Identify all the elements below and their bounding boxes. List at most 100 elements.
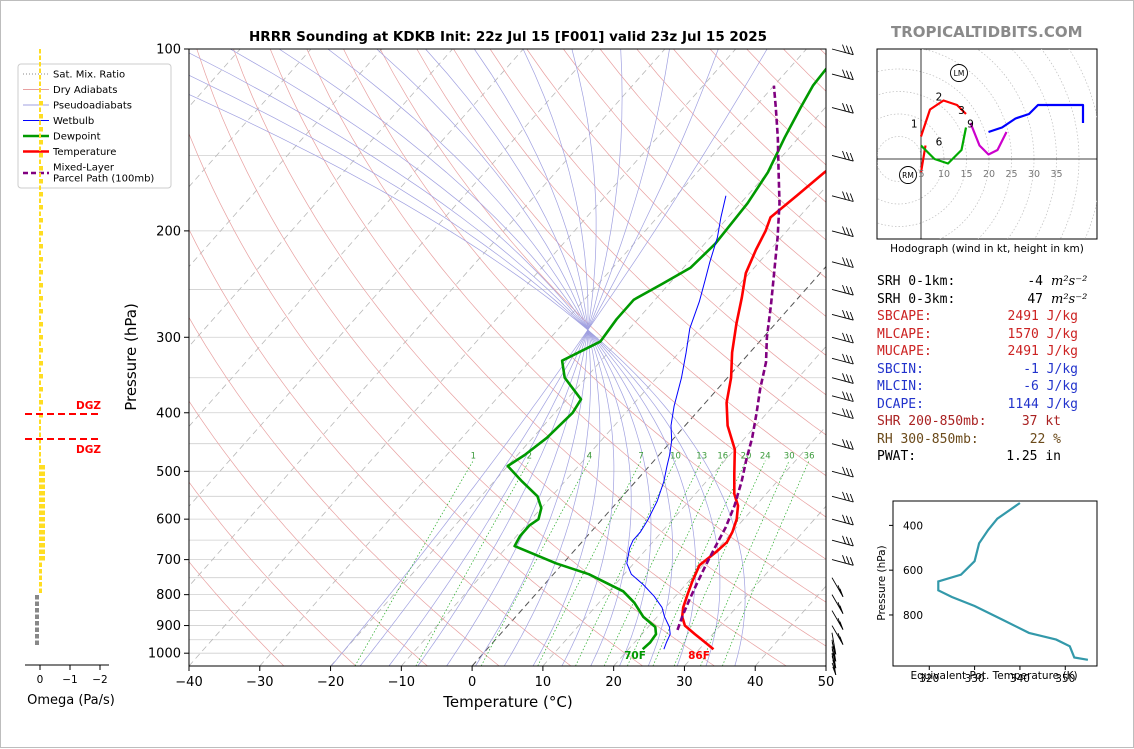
hodo-ring-label: 25 [1005,169,1017,180]
omega-bar [39,75,41,80]
theta-e-y-tick-label: 600 [903,565,923,577]
omega-bar [39,153,43,158]
wind-barb-flag [850,375,853,383]
wind-barb [832,611,843,630]
legend-label: Wetbulb [53,116,94,127]
srh01-row: SRH 0-1km: -4 m²s⁻² [877,273,1127,291]
pseudoadiabat-line [230,49,672,666]
sbcape-value: 2491 J/kg [987,308,1078,326]
pseudoadiabat-line [133,49,720,666]
omega-bar [39,238,41,243]
omega-axis-label: Omega (Pa/s) [27,693,115,708]
omega-tick-0: 0 [37,674,44,686]
wind-barb-flag [846,556,849,564]
omega-bar [39,465,45,470]
omega-bar [35,634,39,639]
pseudoadiabat-line [474,49,590,666]
wind-barb [832,540,853,546]
omega-bar [39,225,41,230]
wind-barb [832,155,853,161]
omega-bar [39,537,45,542]
mixing-ratio-line [674,461,765,666]
wind-barb-flag [850,394,853,402]
omega-bar [39,478,45,483]
x-tick-label: −10 [388,675,415,690]
wind-barb-flag [846,440,849,448]
wind-barb [832,595,843,614]
x-axis-label: Temperature (°C) [442,693,572,711]
omega-bar [39,394,41,399]
omega-bar [35,595,39,600]
omega-bar [39,192,43,197]
wind-barb [832,337,853,343]
hodo-marker-label: LM [954,69,965,78]
hodo-height-label: 1 [911,119,918,131]
omega-tick-2: −2 [92,674,107,686]
omega-bar [39,472,45,477]
sbcin-row: SBCIN: -1 J/kg [877,361,1127,379]
x-tick-label: 20 [605,675,622,690]
omega-bar [39,400,43,405]
wind-barb-flag [843,555,846,563]
mlcin-label: MLCIN: [877,378,987,396]
omega-bar [39,296,43,301]
wind-barb [832,231,853,237]
mixing-ratio-line [627,461,722,666]
omega-bar [39,62,41,67]
wind-barb-flag [846,334,849,342]
omega-bar [39,303,41,308]
dry-adiabat-line [197,49,715,666]
omega-bar [39,511,45,516]
omega-bar [39,283,43,288]
omega-bar [39,563,42,568]
wind-barb [832,396,853,402]
mixing-ratio-line [481,461,589,666]
hodo-height-label: 3 [958,105,965,117]
x-tick-label: −40 [175,675,202,690]
mixing-ratio-label: 10 [670,452,681,462]
srh03-value: 47 [1007,291,1043,309]
dry-adiabat-line [124,49,572,666]
hodo-ring-label: 20 [983,169,995,180]
pseudoadiabat-line [331,49,767,666]
omega-bar [35,628,39,633]
dcape-label: DCAPE: [877,396,987,414]
wind-barb-flag [850,312,853,320]
omega-bar [39,270,43,275]
wind-barb-flag [843,439,846,447]
wind-barb-flag [843,515,846,523]
rh-value: 22 % [1007,431,1061,449]
omega-bar [39,251,41,256]
dgz-label-bottom: DGZ [76,444,101,456]
omega-bar [35,641,39,646]
omega-bar [39,322,43,327]
wind-barb [832,496,853,502]
legend-label: Mixed-Layer [53,163,115,174]
wind-barb-flag [850,538,853,546]
wind-barb-flag [846,104,849,112]
omega-bar [35,615,39,620]
omega-bar [39,485,45,490]
omega-bar [39,134,41,139]
hodo-height-label: 9 [967,119,974,131]
sbcin-value: -1 J/kg [987,361,1078,379]
wind-barb-flag [843,70,846,78]
x-tick-label: 0 [468,675,476,690]
omega-bar [39,459,41,464]
mlcin-row: MLCIN: -6 J/kg [877,378,1127,396]
omega-bar [39,550,45,555]
wind-barb-flag [846,374,849,382]
hodo-height-label: 6 [936,137,943,149]
x-tick-label: 50 [818,675,835,690]
y-tick-label: 600 [156,513,181,528]
omega-bar [39,82,41,87]
omega-bar [39,374,43,379]
omega-bar [39,407,41,412]
omega-bar [39,140,43,145]
omega-bar [35,608,39,613]
y-tick-label: 700 [156,553,181,568]
theta-e-y-label: Pressure (hPa) [876,545,888,620]
legend-label: Sat. Mix. Ratio [53,70,125,81]
wind-barb-flag [843,492,846,500]
pseudoadiabat-line [418,49,622,666]
